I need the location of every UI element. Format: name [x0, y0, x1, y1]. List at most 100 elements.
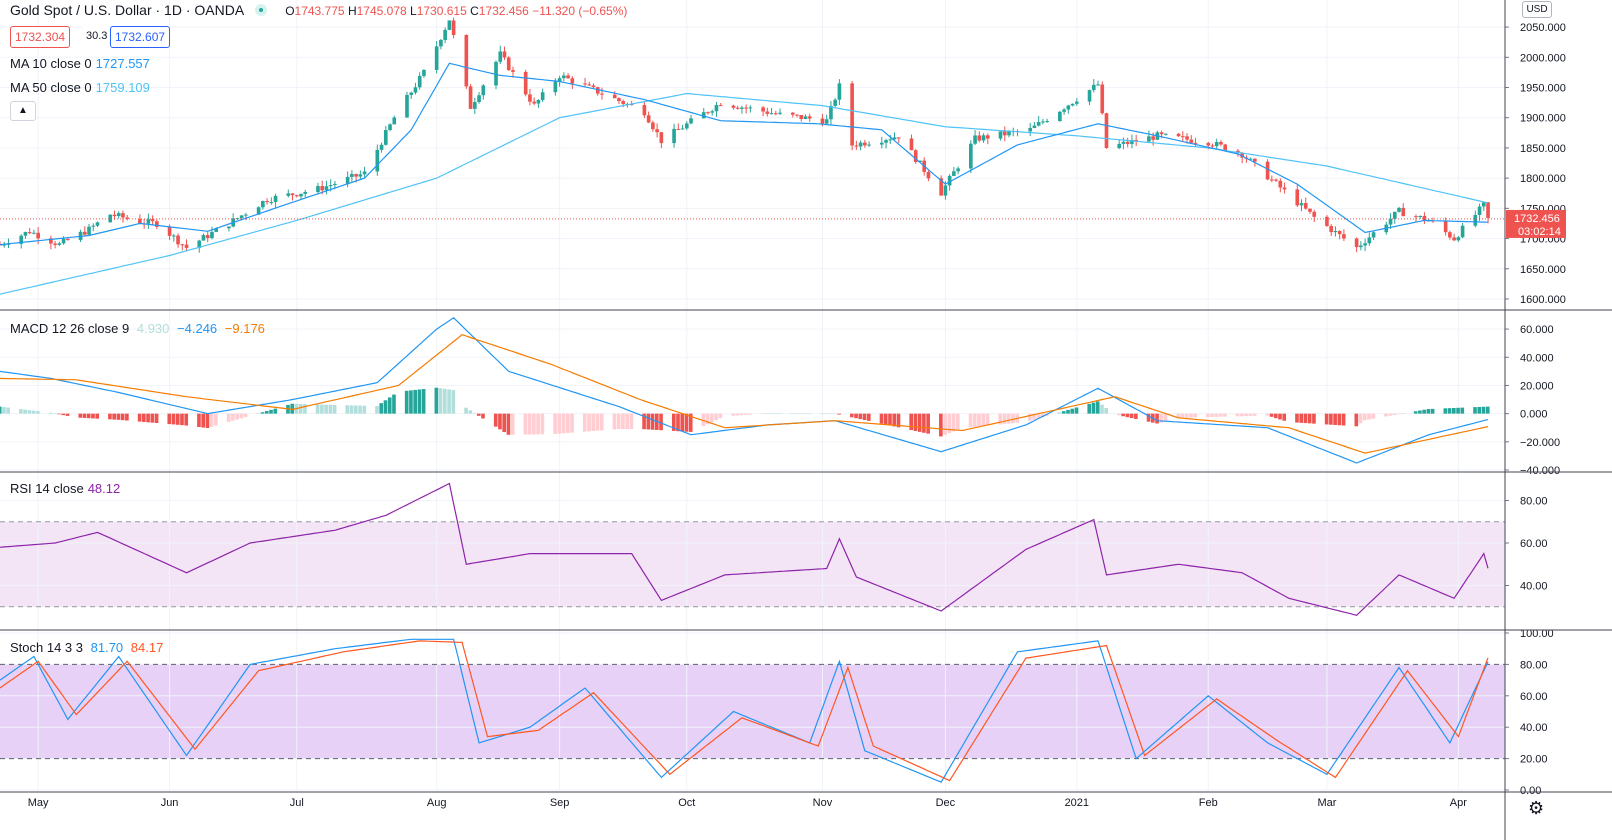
- candle-body: [1062, 109, 1066, 112]
- candle-body: [1193, 142, 1198, 144]
- candle-body: [867, 144, 871, 146]
- candle-body: [1473, 214, 1478, 226]
- candle-body: [286, 193, 291, 196]
- candle-body: [1219, 141, 1223, 145]
- macd-histogram-bar: [1002, 413, 1007, 425]
- candle-body: [1147, 136, 1151, 142]
- candle-body: [829, 105, 833, 120]
- candle-body: [1104, 113, 1109, 149]
- macd-histogram-bar: [239, 413, 244, 419]
- candle-body: [112, 214, 117, 217]
- x-tick-label: May: [28, 797, 49, 809]
- candle-body: [244, 214, 248, 216]
- macd-histogram-bar: [1184, 413, 1189, 418]
- macd-histogram-bar: [1066, 409, 1070, 414]
- candle-body: [511, 70, 515, 72]
- candle-body: [2, 244, 7, 246]
- macd-histogram-bar: [1473, 407, 1477, 414]
- macd-tick-label: −20.000: [1520, 437, 1560, 449]
- macd-histogram-bar: [540, 413, 545, 435]
- macd-histogram-bar: [502, 413, 507, 433]
- candle-body: [1367, 237, 1372, 244]
- candle-body: [892, 137, 897, 140]
- macd-histogram-bar: [1252, 413, 1257, 416]
- candle-body: [706, 112, 710, 114]
- macd-histogram-bar: [850, 413, 854, 418]
- candle-body: [744, 107, 748, 109]
- candle-body: [896, 137, 901, 139]
- symbol-title[interactable]: Gold Spot / U.S. Dollar · 1D · OANDA: [10, 2, 244, 18]
- stoch-tick-label: 100.00: [1520, 628, 1554, 640]
- candle-body: [239, 215, 244, 219]
- candle-body: [735, 107, 740, 109]
- candle-body: [1481, 202, 1486, 207]
- x-tick-label: Sep: [550, 797, 570, 809]
- macd-histogram-bar: [1155, 413, 1159, 424]
- candle-body: [913, 150, 918, 163]
- macd-histogram-bar: [833, 413, 837, 415]
- candle-body: [651, 122, 655, 130]
- gear-icon[interactable]: ⚙: [1528, 798, 1545, 818]
- candle-body: [977, 135, 982, 141]
- stoch-d-line: [0, 640, 1489, 782]
- macd-histogram-bar: [358, 405, 362, 414]
- macd-histogram-bar: [803, 413, 808, 415]
- candle-body: [595, 87, 600, 94]
- candle-body: [854, 145, 859, 147]
- ma50-line: [0, 92, 1489, 295]
- candle-body: [655, 129, 659, 133]
- macd-histogram-bar: [120, 413, 125, 421]
- candle-body: [1452, 237, 1456, 241]
- macd-histogram-bar: [290, 403, 295, 414]
- ask-price-button[interactable]: 1732.607: [110, 26, 171, 48]
- macd-histogram-bar: [1104, 407, 1109, 414]
- macd-tick-label: 60.000: [1520, 324, 1554, 336]
- candle-body: [1295, 189, 1300, 206]
- macd-histogram-bar: [1447, 408, 1452, 414]
- x-tick-label: Mar: [1317, 797, 1336, 809]
- candle-body: [748, 107, 753, 109]
- candle-body: [180, 244, 185, 246]
- macd-histogram-bar: [82, 413, 87, 418]
- currency-button[interactable]: USD: [1522, 1, 1552, 18]
- macd-histogram-bar: [998, 413, 1003, 425]
- collapse-legend-button[interactable]: ▲: [10, 101, 36, 121]
- candle-body: [49, 238, 53, 244]
- macd-histogram-bar: [1388, 413, 1393, 416]
- spread-value: 30.3: [82, 26, 112, 46]
- macd-histogram-bar: [731, 413, 735, 416]
- macd-histogram-bar: [587, 413, 591, 432]
- macd-legend[interactable]: MACD 12 26 close 9 4.930 −4.246 −9.176: [10, 321, 265, 336]
- macd-histogram-bar: [883, 413, 888, 425]
- candle-body: [116, 213, 121, 217]
- close-value: 1732.456: [478, 4, 529, 18]
- macd-histogram-bar: [332, 404, 337, 414]
- rsi-legend[interactable]: RSI 14 close 48.12: [10, 481, 121, 496]
- ma10-legend[interactable]: MA 10 close 0 1727.557: [10, 56, 150, 71]
- candle-body: [973, 135, 977, 144]
- macd-histogram-bar: [180, 413, 184, 426]
- macd-histogram-bar: [553, 413, 557, 434]
- candle-body: [256, 207, 261, 215]
- macd-histogram-bar: [154, 413, 159, 424]
- candle-body: [1418, 215, 1423, 217]
- macd-histogram-bar: [320, 404, 324, 414]
- bid-price-button[interactable]: 1732.304: [10, 26, 71, 48]
- macd-histogram-bar: [231, 413, 235, 421]
- macd-histogram-bar: [1460, 407, 1465, 414]
- candle-body: [1448, 232, 1452, 238]
- candle-body: [1210, 145, 1215, 147]
- macd-histogram-bar: [1006, 413, 1011, 424]
- candle-body: [947, 175, 952, 186]
- stoch-tick-label: 40.00: [1520, 722, 1548, 734]
- macd-histogram-bar: [125, 413, 129, 421]
- macd-histogram-bar: [582, 413, 587, 432]
- macd-histogram-bar: [854, 413, 858, 419]
- macd-histogram-bar: [48, 412, 53, 414]
- stoch-legend[interactable]: Stoch 14 3 3 81.70 84.17: [10, 640, 164, 655]
- candle-body: [468, 86, 473, 109]
- rsi-value: 48.12: [87, 481, 121, 496]
- macd-histogram-bar: [807, 413, 812, 415]
- ma50-legend[interactable]: MA 50 close 0 1759.109: [10, 80, 150, 95]
